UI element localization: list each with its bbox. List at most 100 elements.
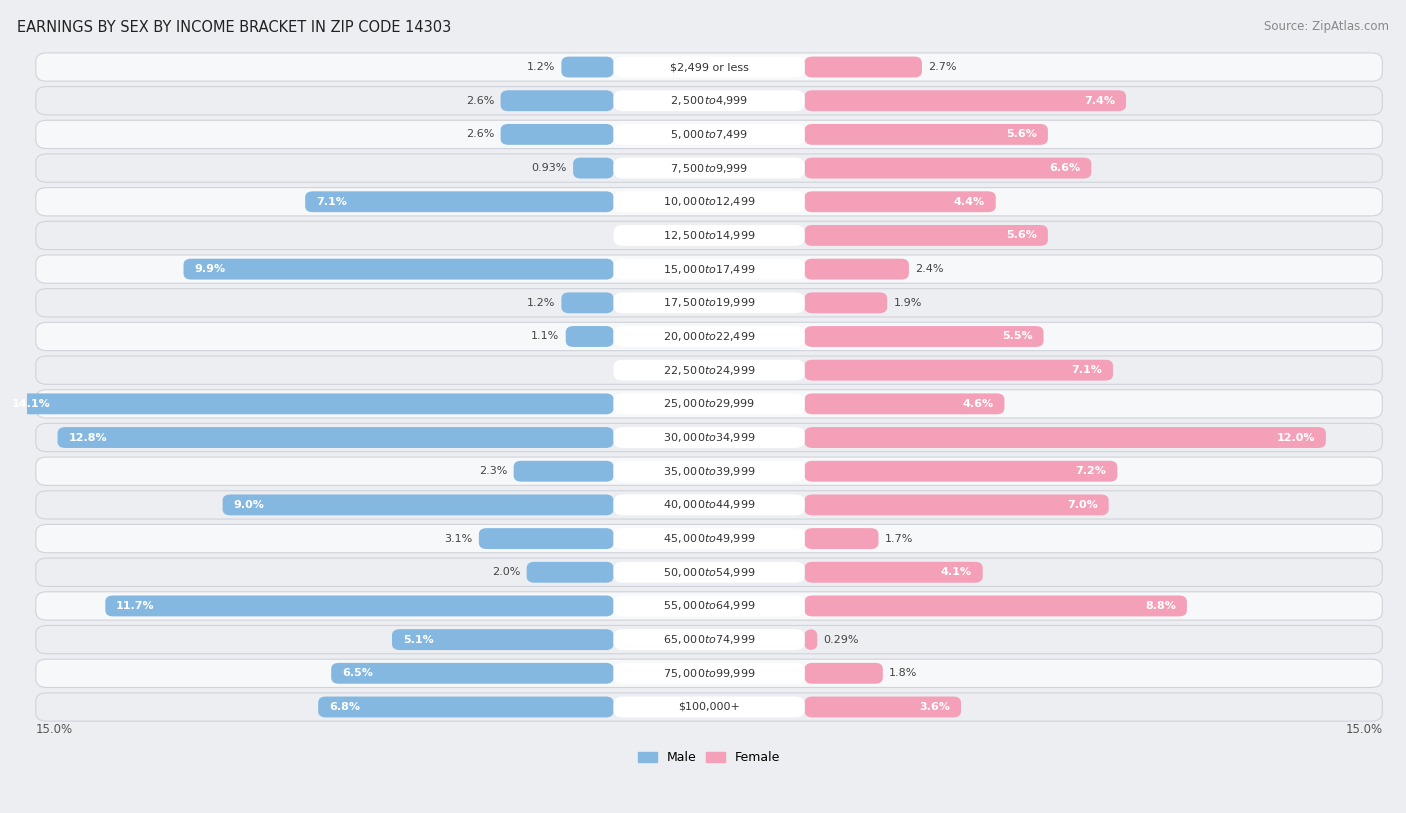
FancyBboxPatch shape bbox=[35, 424, 1382, 452]
Text: 2.0%: 2.0% bbox=[492, 567, 520, 577]
FancyBboxPatch shape bbox=[613, 562, 804, 583]
FancyBboxPatch shape bbox=[574, 158, 613, 179]
Text: 6.6%: 6.6% bbox=[1049, 163, 1080, 173]
Text: $20,000 to $22,499: $20,000 to $22,499 bbox=[662, 330, 755, 343]
Text: $40,000 to $44,999: $40,000 to $44,999 bbox=[662, 498, 755, 511]
Text: 4.4%: 4.4% bbox=[953, 197, 984, 207]
FancyBboxPatch shape bbox=[35, 491, 1382, 519]
Text: 2.6%: 2.6% bbox=[465, 96, 494, 106]
FancyBboxPatch shape bbox=[35, 120, 1382, 149]
Text: 0.93%: 0.93% bbox=[531, 163, 567, 173]
FancyBboxPatch shape bbox=[184, 259, 613, 280]
Text: $65,000 to $74,999: $65,000 to $74,999 bbox=[662, 633, 755, 646]
FancyBboxPatch shape bbox=[318, 697, 613, 717]
FancyBboxPatch shape bbox=[613, 57, 804, 77]
FancyBboxPatch shape bbox=[804, 595, 1187, 616]
Legend: Male, Female: Male, Female bbox=[633, 746, 786, 769]
Text: 15.0%: 15.0% bbox=[1346, 723, 1382, 736]
FancyBboxPatch shape bbox=[613, 326, 804, 347]
FancyBboxPatch shape bbox=[613, 393, 804, 415]
Text: 1.2%: 1.2% bbox=[526, 62, 555, 72]
FancyBboxPatch shape bbox=[613, 124, 804, 145]
FancyBboxPatch shape bbox=[804, 663, 883, 684]
Text: 3.6%: 3.6% bbox=[920, 702, 950, 712]
FancyBboxPatch shape bbox=[479, 528, 613, 549]
Text: 5.1%: 5.1% bbox=[404, 635, 433, 645]
FancyBboxPatch shape bbox=[613, 293, 804, 313]
FancyBboxPatch shape bbox=[392, 629, 613, 650]
FancyBboxPatch shape bbox=[35, 322, 1382, 350]
FancyBboxPatch shape bbox=[804, 629, 817, 650]
Text: 7.1%: 7.1% bbox=[1071, 365, 1102, 375]
Text: 7.1%: 7.1% bbox=[316, 197, 347, 207]
FancyBboxPatch shape bbox=[804, 427, 1326, 448]
FancyBboxPatch shape bbox=[35, 188, 1382, 216]
FancyBboxPatch shape bbox=[613, 461, 804, 481]
FancyBboxPatch shape bbox=[804, 293, 887, 313]
Text: 1.9%: 1.9% bbox=[894, 298, 922, 308]
Text: $7,500 to $9,999: $7,500 to $9,999 bbox=[669, 162, 748, 175]
Text: $45,000 to $49,999: $45,000 to $49,999 bbox=[662, 532, 755, 545]
FancyBboxPatch shape bbox=[35, 457, 1382, 485]
FancyBboxPatch shape bbox=[35, 693, 1382, 721]
FancyBboxPatch shape bbox=[613, 494, 804, 515]
Text: 2.4%: 2.4% bbox=[915, 264, 943, 274]
FancyBboxPatch shape bbox=[613, 359, 804, 380]
Text: 2.6%: 2.6% bbox=[465, 129, 494, 139]
Text: 1.7%: 1.7% bbox=[884, 533, 914, 544]
FancyBboxPatch shape bbox=[804, 124, 1047, 145]
FancyBboxPatch shape bbox=[35, 221, 1382, 250]
Text: 3.1%: 3.1% bbox=[444, 533, 472, 544]
FancyBboxPatch shape bbox=[804, 57, 922, 77]
Text: 15.0%: 15.0% bbox=[35, 723, 73, 736]
FancyBboxPatch shape bbox=[222, 494, 613, 515]
FancyBboxPatch shape bbox=[804, 562, 983, 583]
FancyBboxPatch shape bbox=[527, 562, 613, 583]
Text: $2,500 to $4,999: $2,500 to $4,999 bbox=[669, 94, 748, 107]
FancyBboxPatch shape bbox=[613, 191, 804, 212]
Text: 12.0%: 12.0% bbox=[1277, 433, 1315, 442]
FancyBboxPatch shape bbox=[613, 697, 804, 717]
Text: 4.1%: 4.1% bbox=[941, 567, 972, 577]
Text: $30,000 to $34,999: $30,000 to $34,999 bbox=[662, 431, 755, 444]
Text: $50,000 to $54,999: $50,000 to $54,999 bbox=[662, 566, 755, 579]
Text: 1.2%: 1.2% bbox=[526, 298, 555, 308]
Text: $100,000+: $100,000+ bbox=[678, 702, 740, 712]
FancyBboxPatch shape bbox=[35, 289, 1382, 317]
FancyBboxPatch shape bbox=[1, 393, 613, 415]
FancyBboxPatch shape bbox=[804, 90, 1126, 111]
FancyBboxPatch shape bbox=[613, 427, 804, 448]
Text: 0.29%: 0.29% bbox=[824, 635, 859, 645]
Text: $35,000 to $39,999: $35,000 to $39,999 bbox=[662, 465, 755, 478]
Text: $12,500 to $14,999: $12,500 to $14,999 bbox=[662, 229, 755, 242]
FancyBboxPatch shape bbox=[501, 124, 613, 145]
Text: 5.6%: 5.6% bbox=[1007, 230, 1038, 241]
FancyBboxPatch shape bbox=[105, 595, 613, 616]
FancyBboxPatch shape bbox=[613, 158, 804, 179]
FancyBboxPatch shape bbox=[804, 494, 1109, 515]
Text: Source: ZipAtlas.com: Source: ZipAtlas.com bbox=[1264, 20, 1389, 33]
FancyBboxPatch shape bbox=[35, 659, 1382, 688]
Text: $55,000 to $64,999: $55,000 to $64,999 bbox=[662, 599, 755, 612]
Text: 8.8%: 8.8% bbox=[1144, 601, 1175, 611]
FancyBboxPatch shape bbox=[804, 461, 1118, 481]
FancyBboxPatch shape bbox=[804, 259, 908, 280]
FancyBboxPatch shape bbox=[513, 461, 613, 481]
Text: 1.1%: 1.1% bbox=[531, 332, 560, 341]
Text: 4.6%: 4.6% bbox=[963, 399, 994, 409]
FancyBboxPatch shape bbox=[804, 225, 1047, 246]
Text: 14.1%: 14.1% bbox=[11, 399, 51, 409]
FancyBboxPatch shape bbox=[613, 595, 804, 616]
FancyBboxPatch shape bbox=[613, 528, 804, 549]
FancyBboxPatch shape bbox=[804, 158, 1091, 179]
Text: 9.9%: 9.9% bbox=[194, 264, 225, 274]
Text: 5.6%: 5.6% bbox=[1007, 129, 1038, 139]
FancyBboxPatch shape bbox=[35, 356, 1382, 385]
FancyBboxPatch shape bbox=[35, 255, 1382, 283]
Text: $22,500 to $24,999: $22,500 to $24,999 bbox=[662, 363, 755, 376]
Text: EARNINGS BY SEX BY INCOME BRACKET IN ZIP CODE 14303: EARNINGS BY SEX BY INCOME BRACKET IN ZIP… bbox=[17, 20, 451, 35]
FancyBboxPatch shape bbox=[804, 326, 1043, 347]
FancyBboxPatch shape bbox=[613, 90, 804, 111]
Text: $17,500 to $19,999: $17,500 to $19,999 bbox=[662, 296, 755, 309]
FancyBboxPatch shape bbox=[804, 359, 1114, 380]
